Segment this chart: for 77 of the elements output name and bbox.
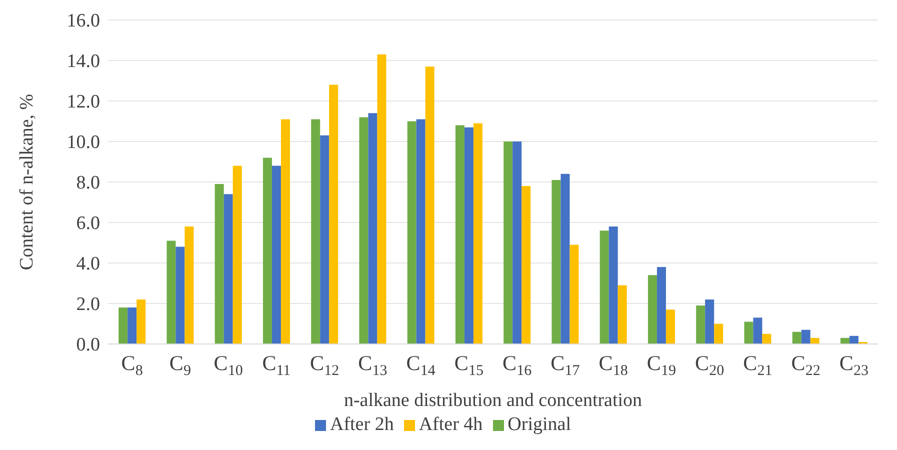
bar (618, 285, 627, 344)
bar (600, 230, 609, 344)
x-tick-label: C$_{23}$ (839, 351, 868, 378)
bar (810, 338, 820, 344)
y-tick-label: 10.0 (66, 132, 100, 154)
bar (714, 324, 724, 344)
bar (368, 113, 378, 344)
bar (272, 166, 281, 344)
bar (280, 119, 290, 344)
x-tick-label: C$_{16}$ (502, 351, 532, 378)
bar (377, 54, 386, 344)
bar (656, 267, 666, 344)
x-axis-title: n-alkane distribution and concentration (344, 390, 643, 411)
y-tick-label: 12.0 (66, 92, 100, 113)
bar (753, 318, 762, 344)
legend-label: Original (508, 414, 571, 435)
x-tick-label: C$_{13}$ (358, 351, 388, 378)
bar (407, 121, 416, 344)
bar (504, 142, 513, 344)
bar (128, 308, 137, 344)
bar (416, 119, 426, 344)
y-tick-label: 4.0 (76, 254, 100, 275)
bar (311, 119, 320, 344)
bar (118, 308, 128, 344)
y-tick-label: 6.0 (76, 213, 100, 234)
bar (560, 174, 570, 344)
x-tick-label: C$_{22}$ (791, 351, 820, 378)
bar (522, 186, 531, 344)
bar (840, 338, 850, 344)
x-tick-label: C$_{19}$ (646, 351, 676, 378)
bar (464, 127, 474, 344)
bar (570, 244, 579, 344)
bar (696, 306, 706, 344)
bar (792, 332, 802, 344)
bar (136, 299, 146, 344)
bar (608, 226, 618, 344)
bar (801, 330, 810, 344)
y-tick-label: 16.0 (66, 10, 100, 32)
bar (166, 240, 176, 344)
bar (329, 84, 338, 344)
bar (666, 310, 675, 344)
y-tick-label: 14.0 (66, 51, 100, 72)
bar (320, 135, 330, 344)
x-tick-label: C$_{9}$ (169, 351, 191, 378)
x-tick-label: C$_{20}$ (695, 351, 724, 378)
y-axis-title: Content of n-alkane, % (16, 94, 38, 270)
x-tick-label: C$_{12}$ (310, 351, 340, 378)
bar (849, 336, 858, 344)
legend-label: After 2h (330, 414, 394, 435)
bar (176, 246, 185, 344)
x-tick-label: C$_{10}$ (214, 351, 243, 378)
bar (705, 299, 714, 344)
bar (232, 166, 242, 344)
y-tick-label: 0.0 (76, 334, 100, 356)
legend-label: After 4h (418, 414, 483, 435)
bar (184, 226, 194, 344)
x-tick-label: C$_{11}$ (262, 351, 291, 378)
bar (455, 125, 464, 344)
x-tick-label: C$_{8}$ (121, 351, 143, 378)
x-tick-label: C$_{18}$ (598, 351, 628, 378)
bar (762, 334, 772, 344)
bar (359, 117, 368, 344)
y-tick-label: 2.0 (76, 294, 100, 316)
x-tick-label: C$_{21}$ (743, 351, 772, 378)
y-tick-label: 8.0 (76, 172, 100, 194)
x-tick-label: C$_{14}$ (406, 351, 436, 378)
bar (214, 184, 224, 344)
bar (552, 180, 561, 344)
bar (262, 158, 272, 344)
bar (512, 142, 522, 344)
bar (648, 275, 657, 344)
bar (224, 194, 233, 344)
bar (744, 322, 754, 344)
x-tick-label: C$_{15}$ (454, 351, 484, 378)
x-tick-label: C$_{17}$ (550, 351, 580, 378)
bar (425, 66, 434, 344)
bar (473, 123, 482, 344)
